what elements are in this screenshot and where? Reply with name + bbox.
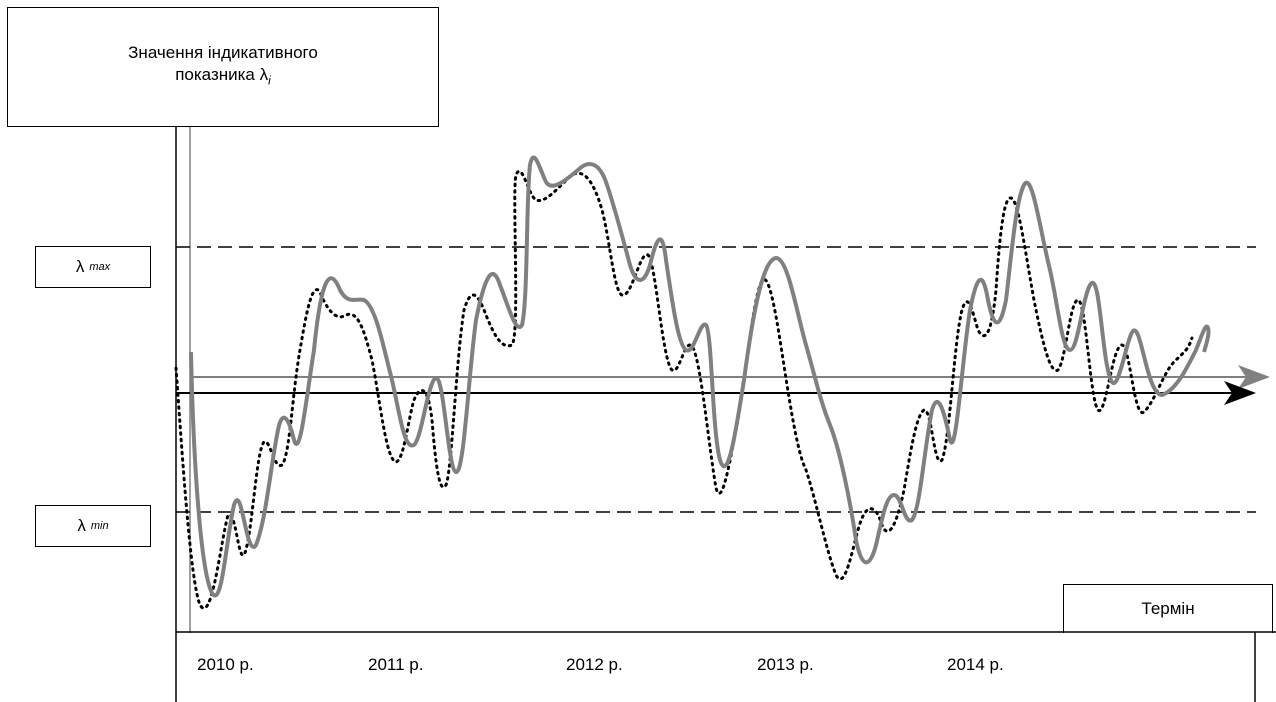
year-label-2013: 2013 р.	[757, 655, 814, 674]
term-label-box: Термін	[1063, 584, 1273, 633]
y-axis-title-line1: Значення індикативного	[128, 43, 318, 63]
year-label-2011: 2011 р.	[368, 655, 424, 674]
lambda-min-label: λ min	[35, 505, 151, 547]
year-label-2010: 2010 р.	[197, 655, 254, 674]
y-axis-title-line2: показника λi	[175, 65, 271, 88]
lambda-max-label: λ max	[35, 246, 151, 288]
y-axis-title-box: Значення індикативного показника λi	[7, 7, 439, 127]
year-label-2014: 2014 р.	[947, 655, 1004, 674]
year-label-2012: 2012 р.	[566, 655, 623, 674]
dotted-curve	[174, 170, 1194, 610]
black-arrow-head	[1224, 381, 1256, 405]
solid-gray-curve	[189, 155, 1211, 598]
gray-arrow-head	[1238, 365, 1270, 389]
